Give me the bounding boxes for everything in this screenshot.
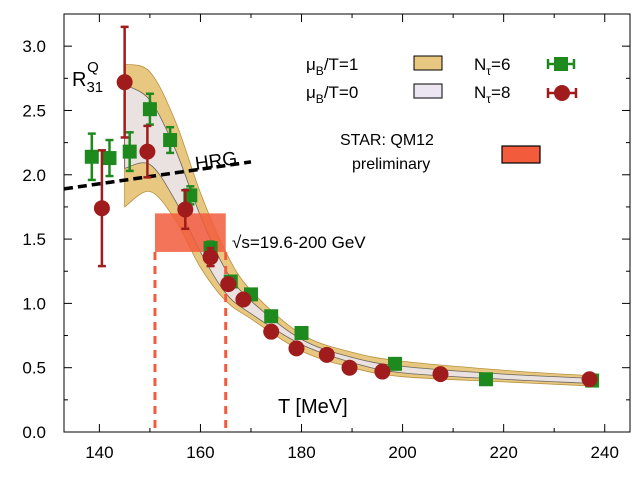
legend-band-mu0-swatch xyxy=(413,83,443,99)
points-layer xyxy=(84,25,600,388)
legend-ntau6-label: Nτ=6 xyxy=(474,55,510,78)
point-s1-4 xyxy=(202,246,219,268)
point-s1-0 xyxy=(93,149,110,268)
marker-circle xyxy=(139,143,156,160)
marker-square xyxy=(478,372,493,387)
point-s0-10 xyxy=(294,325,309,340)
marker-circle xyxy=(202,249,219,266)
point-s1-1 xyxy=(116,25,133,139)
legend-band-mu1-swatch xyxy=(413,55,443,71)
point-s1-5 xyxy=(220,276,237,293)
x-tick-label-2: 180 xyxy=(287,443,315,462)
marker-circle xyxy=(220,276,237,293)
point-s1-11 xyxy=(374,363,391,380)
point-s1-13 xyxy=(581,371,598,388)
point-s1-12 xyxy=(432,366,449,383)
star-label-line1: STAR: QM12 xyxy=(340,132,434,149)
marker-square xyxy=(294,325,309,340)
marker-circle xyxy=(318,346,335,363)
marker-circle xyxy=(374,363,391,380)
marker-circle xyxy=(177,201,194,218)
legend-ntau8-marker xyxy=(554,85,570,101)
marker-square xyxy=(84,149,99,164)
y-tick-label-1: 0.5 xyxy=(22,359,46,378)
marker-square xyxy=(122,144,137,159)
marker-square xyxy=(142,102,157,117)
legend-band-mu0: μB/T=0 xyxy=(306,83,443,106)
y-tick-label-5: 2.5 xyxy=(22,101,46,120)
point-s1-8 xyxy=(288,340,305,357)
hrg-label: HRG xyxy=(194,148,239,175)
marker-square xyxy=(388,356,403,371)
axes-layer: 140 160 180 200 220 240 0.0 0.5 1.0 1.5 2.0 2.5 3.0 xyxy=(22,14,630,462)
marker-square xyxy=(102,151,117,166)
legend-ntau6-marker xyxy=(554,57,568,71)
legend-band-mu0-label: μB/T=0 xyxy=(306,83,358,106)
point-s1-2 xyxy=(139,124,156,179)
legend-ntau8: Nτ=8 xyxy=(474,83,578,106)
x-tick-label-4: 220 xyxy=(489,443,517,462)
x-tick-label-3: 200 xyxy=(388,443,416,462)
hrg-line xyxy=(63,160,252,191)
legend-ntau6: Nτ=6 xyxy=(474,55,576,78)
y-tick-label-3: 1.5 xyxy=(22,230,46,249)
point-s0-9 xyxy=(264,309,279,324)
y-tick-label-6: 3.0 xyxy=(22,37,46,56)
point-s0-12 xyxy=(478,372,493,387)
star-label-line2: preliminary xyxy=(352,156,430,173)
x-tick-label-5: 240 xyxy=(591,443,619,462)
sqrt-s-annotation: √s=19.6-200 GeV xyxy=(232,233,366,252)
marker-circle xyxy=(432,366,449,383)
plot-frame xyxy=(63,13,631,433)
marker-square xyxy=(163,133,178,148)
y-tick-label-4: 2.0 xyxy=(22,166,46,185)
point-s1-3 xyxy=(177,188,194,231)
x-axis-label: T [MeV] xyxy=(278,396,348,418)
marker-circle xyxy=(235,291,252,308)
marker-circle xyxy=(116,74,133,91)
point-s0-1 xyxy=(102,138,117,178)
x-tick-label-0: 140 xyxy=(85,443,113,462)
point-s1-6 xyxy=(235,291,252,308)
marker-circle xyxy=(263,323,280,340)
y-axis-label: R31Q xyxy=(72,59,103,96)
marker-square xyxy=(183,188,198,203)
point-s1-9 xyxy=(318,346,335,363)
point-s0-0 xyxy=(84,132,99,182)
marker-circle xyxy=(341,359,358,376)
marker-circle xyxy=(93,200,110,217)
point-s0-3 xyxy=(142,92,157,126)
point-s1-10 xyxy=(341,359,358,376)
hrg-layer xyxy=(63,160,252,191)
marker-square xyxy=(264,309,279,324)
point-s0-4 xyxy=(163,125,178,155)
legend-band-mu1-label: μB/T=1 xyxy=(306,55,358,78)
point-s1-7 xyxy=(263,323,280,340)
marker-circle xyxy=(581,371,598,388)
y-tick-label-2: 1.0 xyxy=(22,294,46,313)
x-tick-label-1: 160 xyxy=(186,443,214,462)
point-s0-2 xyxy=(122,131,137,173)
point-s0-5 xyxy=(183,185,198,206)
legend-band-mu1: μB/T=1 xyxy=(306,55,443,78)
legend-ntau8-label: Nτ=8 xyxy=(474,83,510,106)
marker-circle xyxy=(288,340,305,357)
y-tick-label-0: 0.0 xyxy=(22,423,46,442)
star-legend-swatch xyxy=(501,145,541,164)
point-s0-11 xyxy=(388,356,403,371)
